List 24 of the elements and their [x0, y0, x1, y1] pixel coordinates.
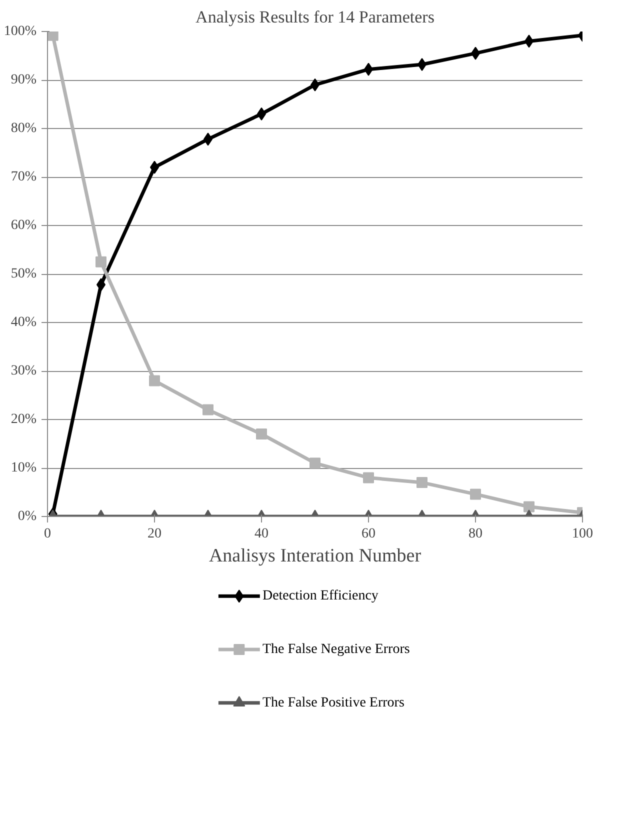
x-tick-label: 0: [44, 526, 51, 542]
legend-label: Detection Efficiency: [262, 588, 378, 604]
legend-label: The False Negative Errors: [262, 642, 410, 657]
x-axis-title: Analisys Interation Number: [208, 546, 422, 566]
x-tick-label: 20: [148, 526, 162, 542]
y-tick-label: 100%: [4, 24, 37, 39]
x-tick-label: 100: [572, 526, 593, 542]
point: [96, 256, 106, 268]
x-tick-label: 80: [468, 526, 482, 542]
legend-label: The False Positive Errors: [262, 695, 404, 710]
y-tick-label: 90%: [10, 72, 37, 88]
y-tick-label: 50%: [10, 266, 37, 282]
x-tick-label: 40: [254, 526, 268, 542]
y-tick-label: 30%: [10, 364, 37, 378]
y-tick-label: 70%: [10, 170, 37, 184]
y-tick-label: 0%: [18, 509, 37, 524]
point: [48, 32, 58, 41]
y-tick-label: 20%: [10, 412, 37, 427]
chart-title: Analysis Results for 14 Parameters: [196, 8, 434, 26]
y-tick-label: 60%: [10, 218, 37, 233]
y-tick-label: 80%: [10, 121, 37, 136]
x-tick-label: 60: [362, 526, 376, 542]
y-tick-label: 40%: [10, 315, 37, 330]
y-tick-label: 10%: [10, 460, 37, 476]
